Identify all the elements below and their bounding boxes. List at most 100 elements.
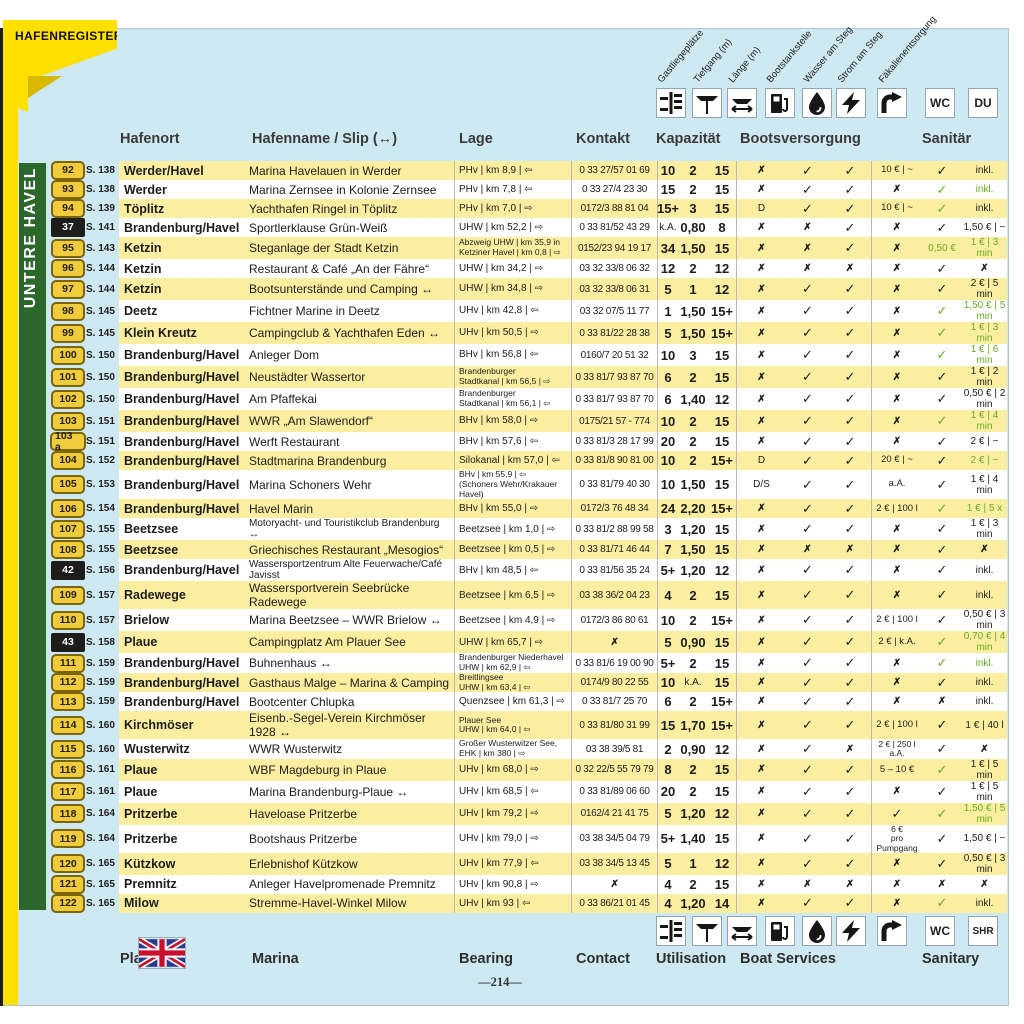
faekalien-cell: ✗ bbox=[892, 657, 902, 669]
table-row: 122 S. 165 Milow Stremme-Havel-Winkel Milow… bbox=[50, 893, 1007, 913]
lage-cell: UHv | km 90,8 | ⇨ bbox=[455, 874, 572, 894]
map-number-badge: 122 bbox=[50, 893, 86, 913]
wc-cell: ✓ bbox=[936, 855, 948, 871]
du-box: DU bbox=[968, 88, 998, 118]
row-band: Klein Kreutz Campingclub & Yachthafen Ede… bbox=[119, 322, 1007, 344]
row-band: Milow Stremme-Havel-Winkel Milow UHv | km … bbox=[119, 893, 1007, 913]
row-band: Beetzsee Griechisches Restaurant „Mesogio… bbox=[119, 540, 1007, 560]
region-bar: UNTERE HAVEL bbox=[19, 163, 46, 910]
strom-am-steg-cell: ✗ bbox=[829, 739, 872, 759]
faekalien-cell: 2 € | k.A. bbox=[878, 636, 916, 648]
col-bearing-en: Bearing bbox=[459, 951, 513, 967]
strom-am-steg-cell: ✓ bbox=[829, 672, 872, 693]
hafenort-cell: Brandenburg/Havel bbox=[124, 477, 240, 492]
strom-am-steg-cell: ✗ bbox=[829, 259, 872, 278]
wasser-am-steg-cell: ✓ bbox=[802, 433, 813, 449]
gastliegeplaetze-cell: 6 bbox=[664, 369, 672, 385]
badge-yellow: 110 bbox=[51, 610, 85, 630]
hafenname-cell: WWR „Am Slawendorf“ bbox=[249, 410, 455, 432]
wc-label: WC bbox=[930, 96, 950, 110]
map-number-badge: 112 bbox=[50, 673, 86, 693]
lage-cell: BHv | km 57,6 | ⇦ bbox=[455, 432, 572, 451]
row-band: Ketzin Restaurant & Café „An der Fähre“ UH… bbox=[119, 259, 1007, 278]
page-ref: S. 151 bbox=[86, 436, 115, 447]
strom-am-steg-cell: ✓ bbox=[829, 199, 872, 218]
tiefgang-cell: 2 bbox=[689, 434, 697, 449]
gastliegeplaetze-cell: 5 bbox=[664, 325, 672, 341]
laenge-cell: 15 bbox=[708, 470, 737, 500]
wc-cell: ✓ bbox=[936, 717, 948, 733]
lage-cell: BHv | km 48,5 | ⇦ bbox=[455, 559, 572, 582]
tiefgang-cell: 2 bbox=[689, 413, 697, 429]
kontakt-cell: 0 33 27/4 23 30 bbox=[572, 180, 658, 199]
col-hafenort: Hafenort bbox=[120, 131, 180, 147]
map-number-badge: 43 bbox=[50, 631, 86, 653]
hafenname-cell: WWR Wusterwitz bbox=[249, 739, 455, 759]
table-row: 107 S. 155 Beetzsee Motoryacht- und Tourist… bbox=[50, 518, 1007, 541]
gastliegeplaetze-cell: 4 bbox=[664, 895, 672, 911]
wasser-am-steg-cell: ✓ bbox=[802, 369, 813, 384]
kontakt-cell: 03 38 39/5 81 bbox=[572, 739, 658, 759]
tiefgang-cell: 1,20 bbox=[680, 521, 706, 537]
page-ref: S. 155 bbox=[86, 544, 115, 556]
lage-cell: Brandenburger Stadtkanal | km 56,1 | ⇦ bbox=[455, 388, 572, 410]
table-row: 111 S. 159 Brandenburg/Havel Buhnenhaus ↔ Br… bbox=[50, 653, 1007, 673]
tiefgang-cell: 3 bbox=[689, 201, 697, 216]
badge-yellow: 105 bbox=[51, 475, 85, 495]
bootstankstelle-cell: ✗ bbox=[757, 743, 766, 755]
gastliegeplaetze-cell: 15 bbox=[660, 717, 676, 733]
strom-am-steg-cell: ✓ bbox=[829, 758, 872, 781]
wc-cell: ✓ bbox=[936, 181, 948, 197]
du-cell: 1 € | 3 min bbox=[970, 518, 999, 541]
row-band: Beetzsee Motoryacht- und Touristikclub Br… bbox=[119, 518, 1007, 541]
faekalien-cell: 10 € | ~ bbox=[881, 164, 913, 176]
row-band: Brandenburg/Havel Am Pfaffekai Brandenburg… bbox=[119, 388, 1007, 410]
faekalien-cell: 5 – 10 € bbox=[879, 763, 915, 775]
strom-am-steg-cell: ✓ bbox=[829, 780, 872, 803]
wasser-am-steg-cell: ✓ bbox=[802, 476, 813, 492]
wasser-am-steg-cell: ✓ bbox=[802, 587, 813, 603]
page-ref: S. 152 bbox=[86, 455, 115, 466]
bootstankstelle-cell: ✗ bbox=[757, 305, 766, 317]
bootstankstelle-cell: ✗ bbox=[757, 436, 766, 447]
page-ref: S. 160 bbox=[86, 743, 115, 755]
laenge-cell: 15 bbox=[708, 344, 737, 366]
wasser-am-steg-cell: ✓ bbox=[802, 500, 813, 516]
col-hafenname: Hafenname / Slip (↔) bbox=[252, 131, 398, 147]
bootstankstelle-cell: ✗ bbox=[757, 786, 766, 798]
row-band: Brandenburg/Havel Werft Restaurant BHv | k… bbox=[119, 432, 1007, 451]
hafenort-cell: Wusterwitz bbox=[124, 742, 190, 757]
laenge-cell: 15+ bbox=[708, 300, 737, 322]
page-ref: S. 150 bbox=[86, 393, 115, 405]
du-cell: 1 € | 4 min bbox=[970, 410, 999, 432]
kontakt-cell: 0 33 81/79 40 30 bbox=[572, 470, 658, 500]
wc-cell: ✓ bbox=[936, 541, 948, 557]
map-number-badge: 94 bbox=[50, 199, 86, 218]
lage-cell: UHW | km 34,2 | ⇨ bbox=[455, 259, 572, 278]
faekalien-cell: 10 € | ~ bbox=[881, 202, 913, 214]
hafenname-cell: Am Pfaffekai bbox=[249, 388, 455, 410]
table-row: 110 S. 157 Brielow Marina Beetzsee – WWR Br… bbox=[50, 609, 1007, 632]
wc-cell: ✓ bbox=[936, 674, 948, 690]
du-cell: inkl. bbox=[975, 165, 994, 176]
map-number-badge: 107 bbox=[50, 518, 86, 540]
du-cell: inkl. bbox=[975, 203, 994, 214]
strom-am-steg-cell: ✓ bbox=[829, 824, 872, 853]
page-ref: S. 161 bbox=[86, 786, 115, 798]
tiefgang-cell: 1,20 bbox=[680, 806, 706, 822]
bootstankstelle-cell: ✗ bbox=[757, 833, 766, 845]
du-cell: ✗ bbox=[980, 878, 989, 890]
bootstankstelle-cell: ✗ bbox=[757, 858, 766, 870]
faekalien-cell: ✗ bbox=[892, 897, 902, 909]
lage-cell: Beetzsee | km 6,5 | ⇨ bbox=[455, 581, 572, 610]
badge-yellow: 118 bbox=[51, 804, 85, 824]
badge-yellow: 93 bbox=[51, 180, 85, 199]
bootstankstelle-cell: ✗ bbox=[757, 327, 766, 339]
du-cell: inkl. bbox=[975, 696, 994, 708]
strom-am-steg-cell: ✓ bbox=[829, 631, 872, 654]
badge-yellow: 116 bbox=[51, 760, 85, 780]
hafenort-cell: Klein Kreutz bbox=[124, 326, 197, 340]
du-cell: inkl. bbox=[975, 564, 994, 576]
du-cell: 2 € | 5 min bbox=[970, 278, 999, 300]
table-row: 104 S. 152 Brandenburg/Havel Stadtmarina Br… bbox=[50, 451, 1007, 470]
